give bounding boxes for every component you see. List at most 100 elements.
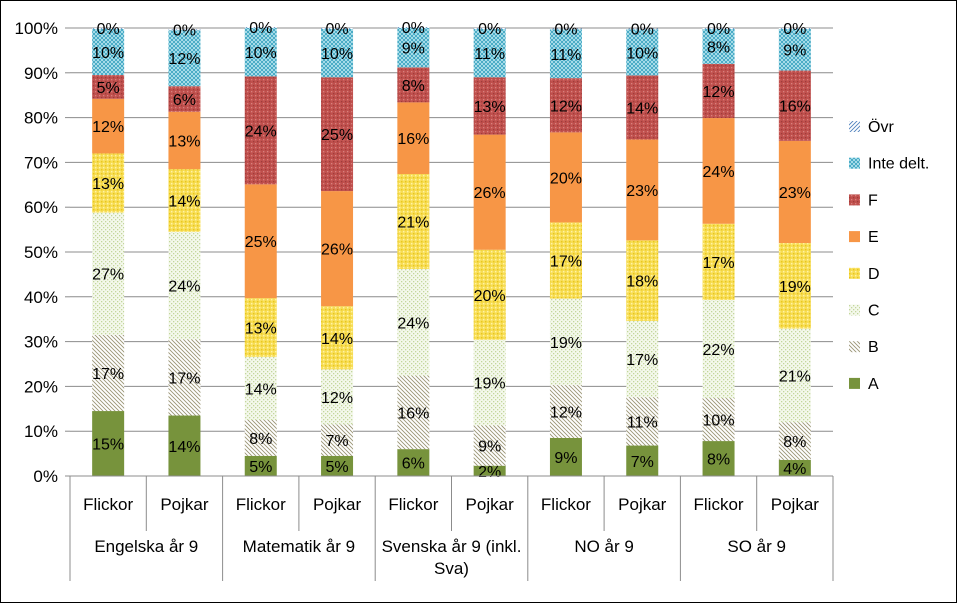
segment-label-e: 13% xyxy=(168,133,200,150)
bar-segment-a xyxy=(321,455,354,476)
bar-segment-f xyxy=(321,77,354,192)
segment-label-e: 12% xyxy=(92,119,124,136)
bar-segment-f xyxy=(626,75,659,140)
bar-segment-e xyxy=(397,102,430,175)
bar-segment-ovr xyxy=(168,29,201,31)
segment-label-e: 26% xyxy=(321,242,353,259)
segment-label-a: 4% xyxy=(783,461,806,478)
legend-swatch-a xyxy=(849,377,860,389)
bar-segment-f xyxy=(244,76,277,185)
bar-segment-inte-delt xyxy=(549,29,582,79)
segment-label-b: 17% xyxy=(168,370,200,387)
segment-label-d: 18% xyxy=(626,274,658,291)
bar-segment-d xyxy=(473,249,506,340)
bar-segment-ovr xyxy=(778,28,811,29)
segment-label-inte-delt: 11% xyxy=(551,47,582,64)
segment-label-e: 16% xyxy=(397,131,429,148)
segment-label-inte-delt: 12% xyxy=(168,51,200,68)
bar-segment-f xyxy=(168,86,201,112)
legend-label-c: C xyxy=(868,303,880,320)
bar-segment-c xyxy=(397,269,430,376)
segment-label-c: 19% xyxy=(550,335,582,352)
legend-swatch-d xyxy=(849,267,860,279)
segment-label-d: 13% xyxy=(245,320,277,337)
bar-segment-e xyxy=(549,132,582,223)
bar-segment-a xyxy=(92,411,125,476)
bar-segment-f xyxy=(397,67,430,103)
bar-segment-c xyxy=(321,369,354,425)
bar-segment-d xyxy=(626,240,659,321)
y-tick-label: 80% xyxy=(24,109,58,128)
bar-segment-d xyxy=(702,223,735,300)
bar-segment-f xyxy=(473,77,506,135)
segment-label-f: 8% xyxy=(402,78,425,95)
segment-label-ovr: 0% xyxy=(631,21,654,38)
bar-segment-ovr xyxy=(397,27,430,28)
segment-label-c: 12% xyxy=(321,390,353,407)
bar-segment-a xyxy=(626,445,659,476)
segment-label-d: 14% xyxy=(168,193,200,210)
bar-segment-inte-delt xyxy=(626,29,659,76)
bar-segment-e xyxy=(168,111,201,170)
bar-segment-a xyxy=(778,459,811,476)
bar-segment-inte-delt xyxy=(92,28,125,76)
x-group-label: Matematik år 9 xyxy=(243,537,355,556)
segment-label-f: 12% xyxy=(703,84,735,101)
bar-segment-a xyxy=(244,455,277,476)
x-category-label: Flickor xyxy=(694,495,744,514)
segment-label-c: 22% xyxy=(703,342,735,359)
segment-label-d: 14% xyxy=(321,331,353,348)
bar-segment-c xyxy=(92,212,125,335)
bar-segment-ovr xyxy=(92,28,125,29)
segment-label-d: 17% xyxy=(550,254,582,271)
bar-segment-b xyxy=(168,339,201,416)
bar-segment-b xyxy=(321,424,354,456)
y-tick-label: 70% xyxy=(24,153,58,172)
bar-segment-e xyxy=(92,98,125,154)
segment-label-inte-delt: 8% xyxy=(707,39,730,56)
segment-label-e: 25% xyxy=(245,234,277,251)
segment-label-inte-delt: 11% xyxy=(474,46,505,63)
y-tick-label: 10% xyxy=(24,422,58,441)
segment-label-a: 8% xyxy=(707,452,730,469)
bar-segment-b xyxy=(244,420,277,456)
y-tick-label: 60% xyxy=(24,198,58,217)
segment-label-b: 10% xyxy=(703,413,735,430)
bar-segment-c xyxy=(626,320,659,398)
y-tick-label: 40% xyxy=(24,288,58,307)
bar-segment-inte-delt xyxy=(321,28,354,78)
segment-label-a: 5% xyxy=(325,459,348,476)
x-category-label: Flickor xyxy=(83,495,133,514)
bar-segment-b xyxy=(778,422,811,460)
segment-label-b: 17% xyxy=(92,366,124,383)
segment-label-e: 20% xyxy=(550,170,582,187)
bar-segment-e xyxy=(626,139,659,241)
bar-segment-ovr xyxy=(321,28,354,29)
bar-segment-e xyxy=(321,191,354,307)
x-category-label: Flickor xyxy=(541,495,591,514)
segment-label-inte-delt: 10% xyxy=(626,45,658,62)
segment-label-c: 27% xyxy=(92,267,124,284)
segment-label-a: 7% xyxy=(631,454,654,471)
segment-label-f: 6% xyxy=(173,92,196,109)
segment-label-f: 5% xyxy=(97,80,120,97)
legend-label-e: E xyxy=(868,229,879,246)
bar-segment-a xyxy=(549,437,582,476)
y-tick-label: 0% xyxy=(33,467,58,486)
legend-swatch-c xyxy=(849,304,860,316)
bar-segment-inte-delt xyxy=(702,28,735,64)
segment-label-ovr: 0% xyxy=(97,21,120,38)
segment-label-a: 6% xyxy=(402,456,425,473)
bar-segment-ovr xyxy=(473,28,506,29)
bar-segment-c xyxy=(244,356,277,420)
segment-label-ovr: 0% xyxy=(707,21,730,38)
segment-label-b: 7% xyxy=(325,433,348,450)
bar-segments xyxy=(92,27,811,476)
bar-segment-b xyxy=(626,397,659,446)
bar-segment-c xyxy=(473,339,506,426)
bar-segment-ovr xyxy=(626,28,659,30)
legend-label-ovr: Övr xyxy=(868,118,894,136)
segment-label-ovr: 0% xyxy=(173,22,196,39)
segment-label-d: 20% xyxy=(474,288,506,305)
segment-label-b: 12% xyxy=(550,404,582,421)
